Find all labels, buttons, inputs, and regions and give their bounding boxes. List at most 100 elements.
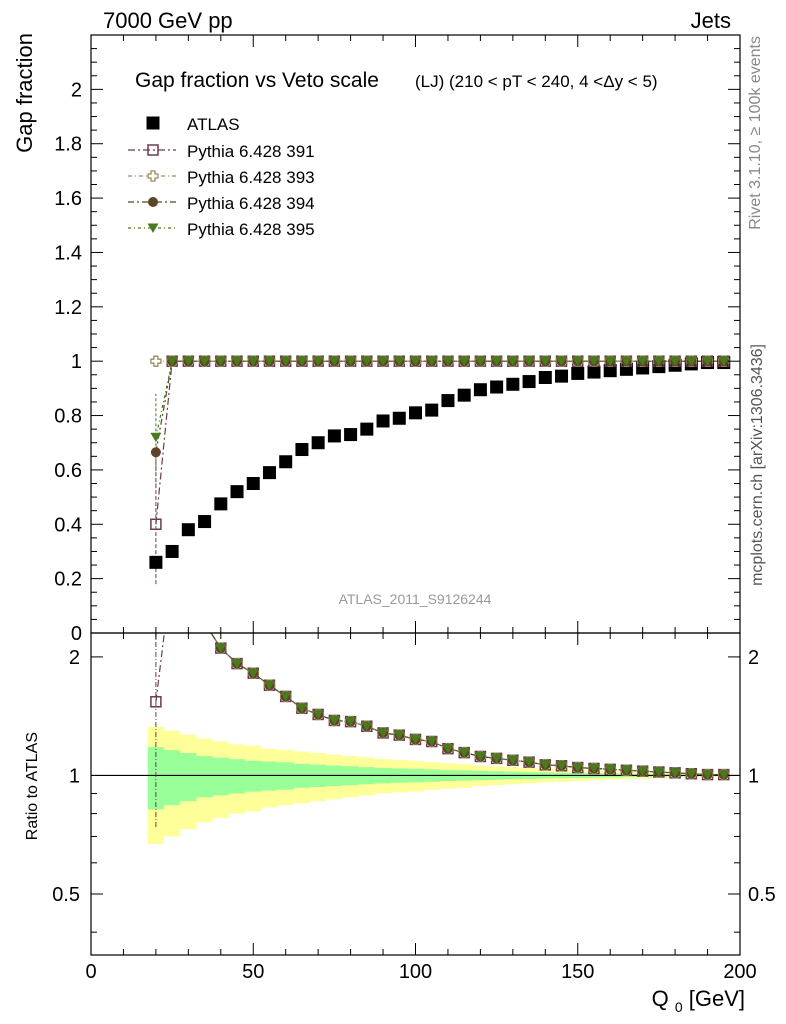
ratio-series-4-point bbox=[604, 764, 616, 775]
y-tick-label: 0.2 bbox=[54, 569, 82, 591]
series-4-point bbox=[702, 356, 714, 367]
x-tick-label: 0 bbox=[85, 961, 96, 983]
atlas-point bbox=[344, 428, 358, 442]
ratio-series-4-point bbox=[393, 730, 405, 741]
ratio-series-3-point bbox=[151, 610, 161, 620]
ratio-series-4-point bbox=[572, 763, 584, 773]
series-4-point bbox=[393, 356, 405, 367]
series-4-point bbox=[231, 356, 243, 367]
y-tick-label: 0.8 bbox=[54, 406, 82, 428]
ratio-series-4-point bbox=[377, 728, 389, 738]
atlas-point bbox=[603, 364, 617, 378]
series-4-point bbox=[653, 356, 665, 367]
ratio-series-2-point bbox=[167, 565, 177, 575]
series-2-point bbox=[150, 355, 162, 367]
y-tick-label: 2 bbox=[71, 79, 82, 101]
ratio-series-4-point bbox=[426, 737, 438, 747]
header-energy: 7000 GeV pp bbox=[103, 8, 233, 33]
ratio-series-4-point bbox=[215, 643, 227, 654]
x-tick-label: 50 bbox=[242, 961, 264, 983]
series-4-point bbox=[572, 356, 584, 367]
ratio-series-4-point bbox=[328, 715, 340, 726]
ratio-series-4-point bbox=[539, 760, 551, 770]
ratio-panel bbox=[150, 565, 730, 827]
ratio-series-4-point bbox=[263, 680, 275, 691]
atlas-point bbox=[198, 515, 212, 529]
legend-label-1: Pythia 6.428 391 bbox=[187, 142, 315, 161]
atlas-point bbox=[230, 485, 244, 499]
series-4-point bbox=[247, 356, 259, 367]
series-4-point bbox=[150, 432, 162, 443]
analysis-watermark: ATLAS_2011_S9126244 bbox=[339, 591, 492, 607]
series-4-point bbox=[539, 356, 551, 367]
ratio-tick-label-left: 0.5 bbox=[52, 884, 80, 906]
series-4-point bbox=[588, 356, 600, 367]
legend-marker-3 bbox=[148, 197, 158, 207]
atlas-point bbox=[392, 411, 406, 425]
ratio-tick-label-left: 2 bbox=[69, 647, 80, 669]
series-4-point bbox=[474, 356, 486, 367]
ratio-series-4-point bbox=[718, 770, 730, 780]
x-tick-label: 100 bbox=[399, 961, 432, 983]
ratio-series-4-point bbox=[247, 668, 259, 679]
x-tick-label: 150 bbox=[561, 961, 594, 983]
atlas-point bbox=[327, 429, 341, 443]
atlas-point bbox=[457, 388, 471, 402]
series-4-point bbox=[620, 356, 632, 367]
ratio-series-4-point bbox=[345, 717, 357, 727]
y-tick-label: 1 bbox=[71, 351, 82, 373]
ratio-series-4-point bbox=[491, 753, 503, 764]
atlas-point bbox=[279, 455, 293, 469]
ratio-series-4-point bbox=[280, 691, 292, 702]
ratio-series-2-point bbox=[200, 618, 210, 628]
mcplots-label: mcplots.cern.ch [arXiv:1306.3436] bbox=[749, 344, 766, 586]
legend-label-2: Pythia 6.428 393 bbox=[187, 168, 315, 187]
atlas-point bbox=[149, 555, 163, 569]
atlas-point bbox=[473, 383, 487, 397]
chart-subtitle: (LJ) (210 < pT < 240, 4 <Δy < 5) bbox=[415, 72, 658, 91]
legend-label-3: Pythia 6.428 394 bbox=[187, 194, 315, 213]
ratio-series-4-point bbox=[442, 744, 454, 754]
series-4-point bbox=[458, 356, 470, 367]
atlas-point bbox=[409, 406, 422, 420]
series-4-point bbox=[312, 356, 324, 367]
ratio-tick-label-right: 1 bbox=[748, 765, 759, 787]
ratio-series-3-point bbox=[167, 565, 177, 575]
series-4-point bbox=[491, 356, 503, 367]
series-4-point bbox=[280, 356, 292, 367]
series-4-point bbox=[166, 356, 178, 367]
header-jets: Jets bbox=[691, 8, 731, 33]
ratio-series-2-point bbox=[183, 605, 193, 615]
y-tick-label: 1.2 bbox=[54, 297, 82, 319]
series-4-point bbox=[182, 356, 194, 367]
y-tick-label: 1.8 bbox=[54, 134, 82, 156]
atlas-point bbox=[295, 443, 309, 457]
series-line-3 bbox=[155, 360, 724, 453]
series-4-point bbox=[345, 356, 357, 367]
atlas-point bbox=[165, 544, 179, 558]
ratio-series-4-point bbox=[669, 768, 681, 778]
ratio-series-4-point bbox=[458, 748, 470, 758]
ratio-series-4-point bbox=[199, 618, 210, 628]
series-4-point bbox=[426, 356, 438, 367]
ratio-tick-label-left: 1 bbox=[69, 765, 80, 787]
ratio-band-inner bbox=[147, 747, 732, 810]
series-4-point bbox=[410, 356, 421, 367]
y-tick-label: 1.6 bbox=[54, 188, 82, 210]
y-tick-label: 0.6 bbox=[54, 460, 82, 482]
atlas-point bbox=[214, 497, 228, 511]
main-panel bbox=[149, 355, 731, 585]
series-4-point bbox=[718, 356, 730, 367]
atlas-point bbox=[181, 523, 195, 537]
x-tick-label: 200 bbox=[723, 961, 756, 983]
atlas-point bbox=[522, 375, 536, 389]
ratio-series-4-point bbox=[620, 765, 632, 776]
ratio-series-4-point bbox=[653, 767, 665, 777]
ratio-series-4-point bbox=[167, 565, 178, 575]
atlas-point bbox=[376, 414, 390, 428]
y-axis-label: Gap fraction bbox=[12, 33, 37, 153]
ratio-series-4-point bbox=[361, 721, 373, 732]
legend-marker-2 bbox=[147, 170, 159, 182]
rivet-label: Rivet 3.1.10, ≥ 100k events bbox=[747, 36, 764, 230]
legend: ATLAS Pythia 6.428 391 Pythia 6.428 393 Pyt… bbox=[128, 115, 315, 239]
